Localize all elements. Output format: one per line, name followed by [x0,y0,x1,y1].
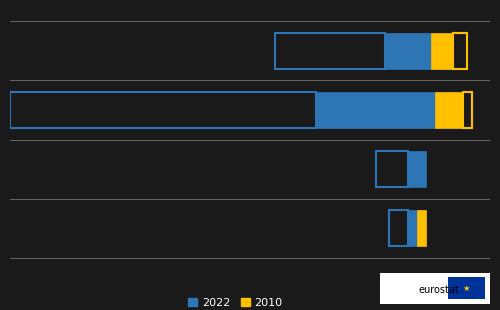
Bar [435,92,462,128]
Bar [408,210,417,246]
Text: eurostat: eurostat [418,285,459,295]
Bar [10,92,316,128]
Bar [316,92,435,128]
Bar [390,210,407,246]
Bar [385,33,430,69]
Bar [454,33,467,69]
FancyBboxPatch shape [448,277,484,299]
Bar [417,210,426,246]
Text: ★: ★ [462,284,470,293]
Bar [408,151,426,187]
Bar [430,33,454,69]
Bar [376,151,408,187]
Legend: 2022, 2010: 2022, 2010 [184,294,287,310]
Bar [462,92,471,128]
Bar [275,33,385,69]
